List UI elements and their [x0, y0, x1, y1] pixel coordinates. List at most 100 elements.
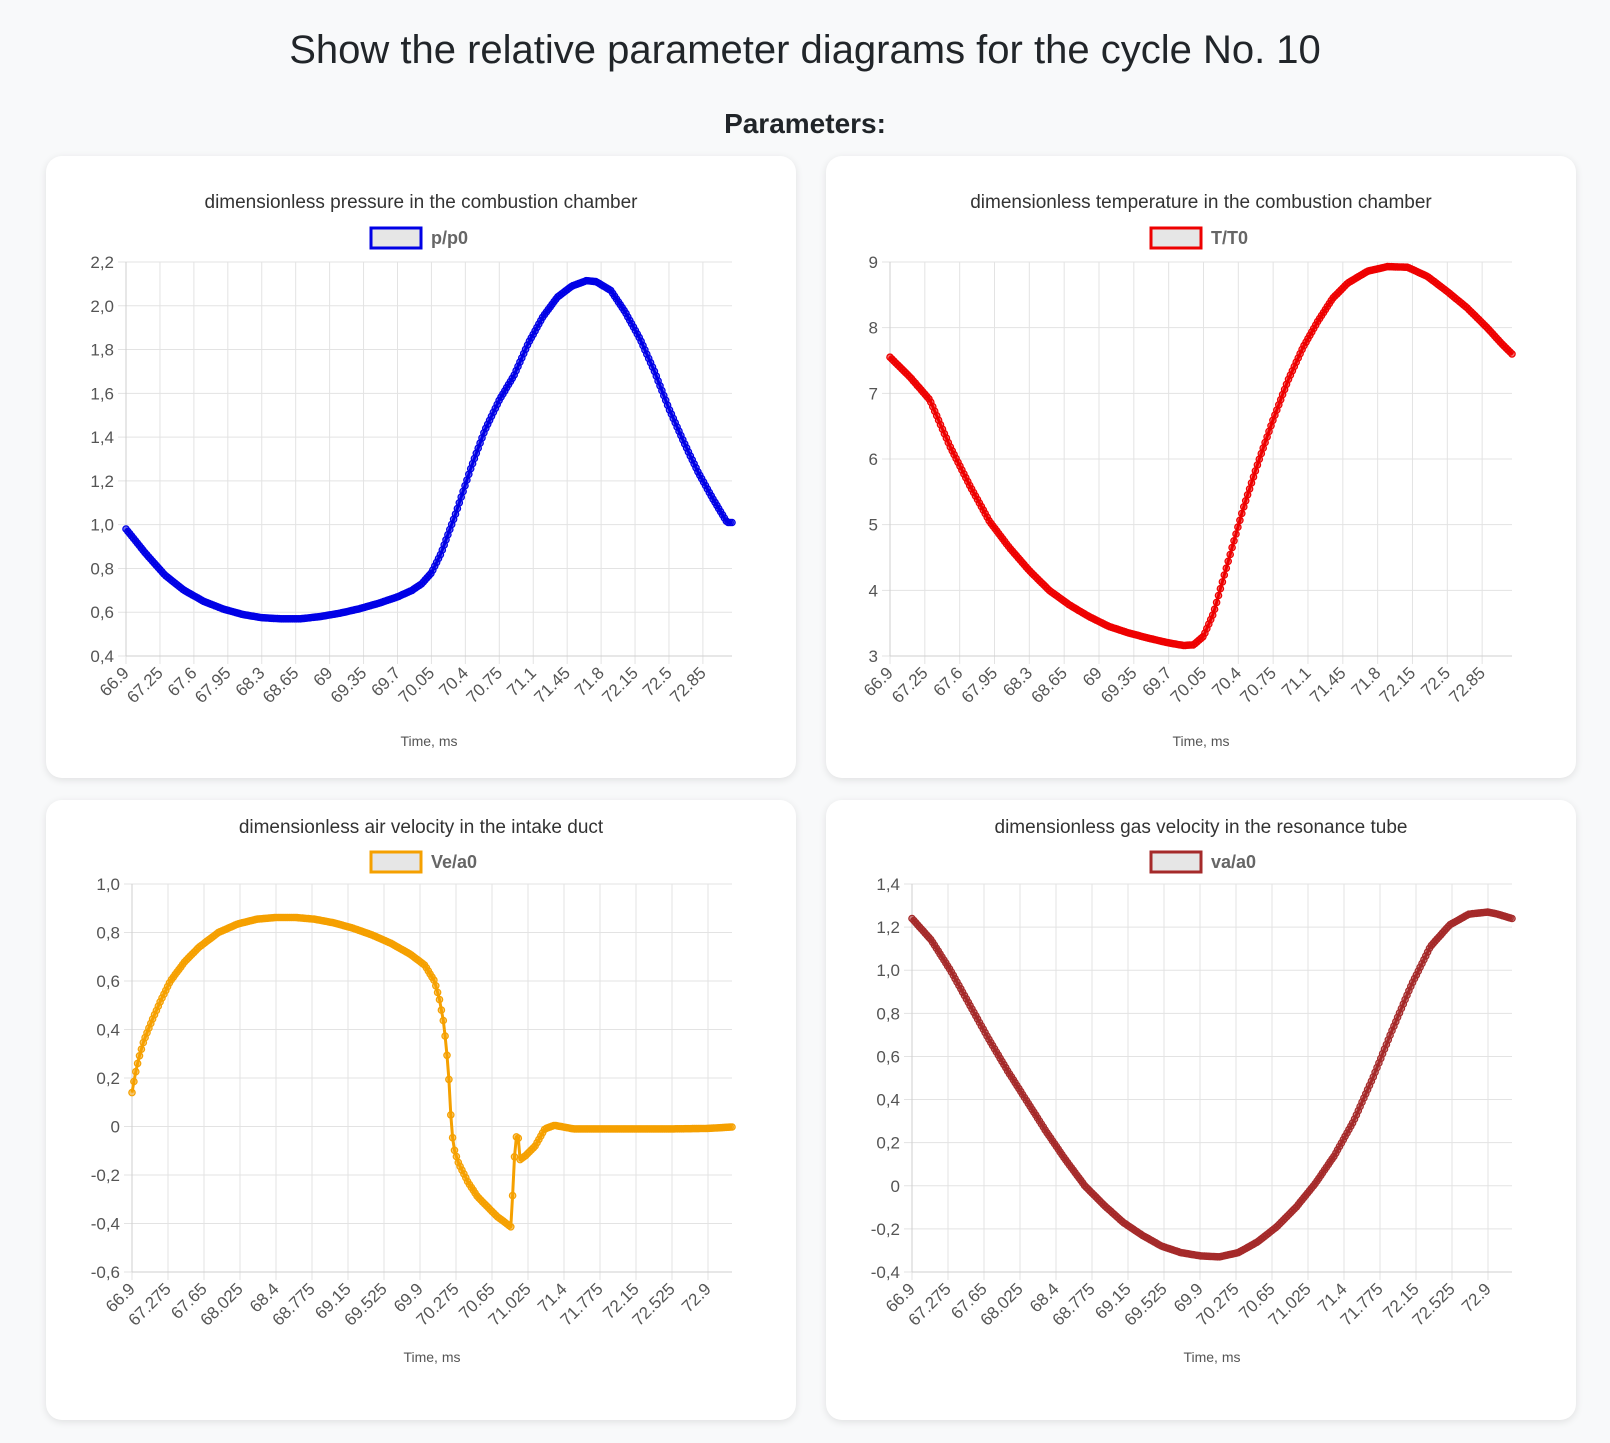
- legend[interactable]: p/p0: [369, 226, 468, 250]
- data-point[interactable]: [1232, 530, 1240, 538]
- data-point[interactable]: [1230, 536, 1238, 545]
- series-points: [886, 262, 1516, 650]
- data-point[interactable]: [1222, 564, 1231, 573]
- x-tick-label: 69.35: [327, 663, 371, 707]
- x-tick-label: 70.05: [1167, 663, 1211, 707]
- series-points: [908, 908, 1516, 1261]
- data-point[interactable]: [1237, 509, 1246, 518]
- data-point[interactable]: [448, 1133, 457, 1142]
- gas-velocity-chart: dimensionless gas velocity in the resona…: [871, 817, 1516, 1365]
- legend[interactable]: T/T0: [1149, 226, 1248, 250]
- y-tick-label: 7: [869, 384, 878, 403]
- data-point[interactable]: [433, 988, 442, 997]
- data-point[interactable]: [1218, 578, 1227, 586]
- series-line: [130, 916, 733, 1229]
- y-tick-label: -0,2: [871, 1220, 900, 1239]
- x-tick-label: 70.75: [1236, 663, 1280, 707]
- x-tick-label: 69: [310, 663, 337, 690]
- y-tick-label: 0,4: [96, 1021, 120, 1040]
- data-point[interactable]: [508, 1191, 517, 1200]
- y-tick-label: 3: [869, 647, 878, 666]
- y-tick-label: 1,0: [90, 516, 114, 535]
- x-tick-label: 71.45: [530, 663, 574, 707]
- chart-title: dimensionless temperature in the combust…: [970, 192, 1432, 213]
- x-tick-label: 69: [1079, 663, 1106, 690]
- air-velocity-chart-card: dimensionless air velocity in the intake…: [46, 800, 796, 1420]
- y-tick-label: 1,4: [90, 428, 114, 447]
- x-tick-label: 67.95: [958, 663, 1002, 707]
- data-point[interactable]: [1212, 598, 1221, 607]
- y-tick-label: 0,8: [90, 559, 114, 578]
- legend[interactable]: Ve/a0: [369, 850, 477, 874]
- x-axis-title: Time, ms: [1172, 733, 1229, 749]
- y-tick-label: 1,0: [96, 875, 120, 894]
- y-tick-label: -0,2: [91, 1166, 120, 1185]
- data-point[interactable]: [1508, 914, 1516, 923]
- legend-swatch: [369, 226, 423, 250]
- data-point[interactable]: [450, 1146, 459, 1155]
- data-point[interactable]: [446, 1111, 455, 1119]
- data-point[interactable]: [445, 1075, 453, 1084]
- data-point[interactable]: [1224, 557, 1233, 566]
- data-point[interactable]: [1228, 543, 1236, 552]
- y-tick-label: 0,6: [96, 972, 120, 991]
- x-tick-label: 67.25: [888, 663, 932, 707]
- air-velocity-chart: dimensionless air velocity in the intake…: [91, 817, 736, 1365]
- data-point[interactable]: [431, 982, 440, 990]
- chart-title: dimensionless gas velocity in the resona…: [995, 817, 1408, 838]
- y-tick-label: 1,0: [876, 961, 900, 980]
- data-point[interactable]: [137, 1045, 146, 1054]
- data-point[interactable]: [728, 518, 736, 527]
- data-point[interactable]: [437, 1006, 446, 1014]
- series-points: [122, 276, 736, 623]
- data-point[interactable]: [130, 1077, 138, 1086]
- x-tick-label: 72.15: [598, 663, 642, 707]
- temperature-chart: dimensionless temperature in the combust…: [860, 192, 1516, 749]
- data-point[interactable]: [1234, 523, 1242, 531]
- y-tick-label: 0,4: [876, 1091, 900, 1110]
- data-point[interactable]: [439, 1016, 448, 1025]
- data-point[interactable]: [1210, 605, 1219, 614]
- y-tick-label: 8: [869, 319, 878, 338]
- y-tick-label: 6: [869, 450, 878, 469]
- data-point[interactable]: [435, 995, 444, 1004]
- y-tick-label: 1,6: [90, 384, 114, 403]
- data-point[interactable]: [1236, 516, 1244, 525]
- x-tick-label: 67.95: [191, 663, 235, 707]
- data-point[interactable]: [441, 1032, 449, 1040]
- x-tick-label: 72.15: [1376, 663, 1420, 707]
- data-point[interactable]: [506, 1222, 515, 1231]
- x-tick-label: 70.75: [463, 663, 507, 707]
- data-point[interactable]: [728, 1123, 736, 1131]
- data-point[interactable]: [132, 1067, 140, 1076]
- data-point[interactable]: [128, 1088, 136, 1097]
- x-tick-label: 70.05: [395, 663, 439, 707]
- data-point[interactable]: [1216, 584, 1225, 593]
- data-point[interactable]: [1220, 571, 1229, 579]
- y-tick-label: -0,6: [91, 1263, 120, 1282]
- series-points: [128, 913, 736, 1231]
- y-tick-label: 0,8: [96, 924, 120, 943]
- data-point[interactable]: [1226, 550, 1235, 559]
- legend-swatch: [1149, 850, 1203, 874]
- data-point[interactable]: [1214, 591, 1223, 600]
- y-tick-label: 1,4: [876, 875, 900, 894]
- legend[interactable]: va/a0: [1149, 850, 1256, 874]
- data-point[interactable]: [1508, 350, 1516, 358]
- x-tick-label: 72.85: [666, 663, 710, 707]
- x-tick-label: 71.45: [1306, 663, 1350, 707]
- data-point[interactable]: [443, 1051, 451, 1060]
- y-tick-label: 0,4: [90, 647, 114, 666]
- temperature-chart-card: dimensionless temperature in the combust…: [826, 156, 1576, 778]
- y-tick-label: 0: [891, 1177, 900, 1196]
- x-tick-label: 72.85: [1445, 663, 1489, 707]
- x-axis-title: Time, ms: [1183, 1349, 1240, 1365]
- pressure-chart: dimensionless pressure in the combustion…: [90, 192, 736, 749]
- y-tick-label: 0,8: [876, 1004, 900, 1023]
- legend-label: T/T0: [1211, 228, 1248, 248]
- data-point[interactable]: [135, 1052, 144, 1060]
- data-point[interactable]: [514, 1134, 523, 1143]
- pressure-chart-card: dimensionless pressure in the combustion…: [46, 156, 796, 778]
- data-point[interactable]: [133, 1059, 142, 1068]
